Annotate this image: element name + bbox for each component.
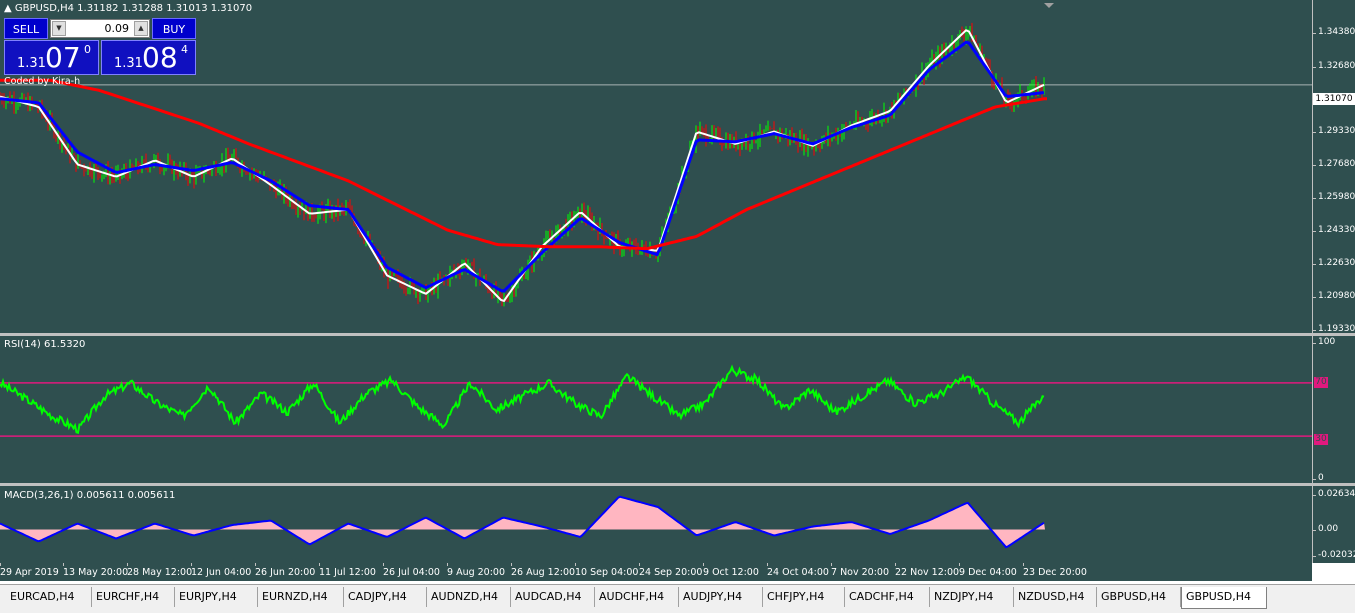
buy-quote-pips: 08 bbox=[142, 41, 178, 74]
price-tick: 1.19330 bbox=[1312, 324, 1355, 334]
triangle-up-icon[interactable]: ▲ bbox=[4, 3, 12, 14]
time-tick: 24 Oct 04:00 bbox=[767, 563, 829, 578]
time-tick: 10 Sep 04:00 bbox=[575, 563, 639, 578]
price-scale[interactable]: 1.34380 1.32680 1.29330 1.27680 1.25980 … bbox=[1312, 0, 1355, 334]
time-tick: 12 Jun 04:00 bbox=[191, 563, 252, 578]
pane-separator[interactable] bbox=[0, 483, 1355, 486]
tab-gbpusd-h4[interactable]: GBPUSD,H4 bbox=[1097, 587, 1181, 607]
tab-chfjpy-h4[interactable]: CHFJPY,H4 bbox=[763, 587, 845, 607]
macd-scale-max: 0.026341 bbox=[1313, 489, 1355, 499]
time-axis[interactable]: 29 Apr 2019 13 May 20:00 28 May 12:00 12 Ju… bbox=[0, 563, 1312, 581]
lot-size-field[interactable]: ▼ 0.09 ▲ bbox=[50, 19, 150, 38]
chevron-up-icon[interactable]: ▲ bbox=[134, 21, 148, 36]
time-tick: 13 May 20:00 bbox=[63, 563, 129, 578]
shift-marker-icon[interactable] bbox=[1044, 3, 1054, 8]
tab-cadchf-h4[interactable]: CADCHF,H4 bbox=[845, 587, 930, 607]
rsi-scale-min: 0 bbox=[1313, 473, 1324, 483]
buy-quote-prefix: 1.31 bbox=[114, 56, 143, 71]
one-click-trading-panel: SELL ▼ 0.09 ▲ BUY 1.31 07 0 1.31 08 4 bbox=[4, 18, 196, 75]
time-tick: 24 Sep 20:00 bbox=[639, 563, 703, 578]
symbol-name: GBPUSD,H4 bbox=[14, 3, 74, 14]
tab-eurchf-h4[interactable]: EURCHF,H4 bbox=[92, 587, 175, 607]
rsi-line bbox=[0, 364, 1045, 434]
tab-eurcad-h4[interactable]: EURCAD,H4 bbox=[6, 587, 92, 607]
time-tick: 22 Nov 12:00 bbox=[895, 563, 960, 578]
pane-separator[interactable] bbox=[0, 333, 1355, 336]
lot-size-input[interactable]: 0.09 bbox=[104, 22, 130, 35]
macd-scale[interactable]: 0.026341 0.00 -0.020327 bbox=[1312, 486, 1355, 563]
tab-audnzd-h4[interactable]: AUDNZD,H4 bbox=[427, 587, 511, 607]
macd-canvas bbox=[0, 495, 1045, 549]
chart-tab-bar: EURCAD,H4 EURCHF,H4 EURJPY,H4 EURNZD,H4 CADJ… bbox=[0, 584, 1355, 613]
time-tick: 9 Oct 12:00 bbox=[703, 563, 759, 578]
time-tick: 9 Aug 20:00 bbox=[447, 563, 506, 578]
tab-eurjpy-h4[interactable]: EURJPY,H4 bbox=[175, 587, 258, 607]
tab-audcad-h4[interactable]: AUDCAD,H4 bbox=[511, 587, 595, 607]
price-chart-pane[interactable]: ▲ GBPUSD,H4 1.31182 1.31288 1.31013 1.31… bbox=[0, 0, 1312, 333]
price-tick: 1.27680 bbox=[1312, 159, 1355, 169]
price-tick: 1.34380 bbox=[1312, 27, 1355, 37]
macd-pane[interactable]: MACD(3,26,1) 0.005611 0.005611 bbox=[0, 486, 1312, 563]
time-tick: 26 Jun 20:00 bbox=[255, 563, 316, 578]
time-tick: 23 Dec 20:00 bbox=[1023, 563, 1087, 578]
price-tick: 1.20980 bbox=[1312, 291, 1355, 301]
time-tick: 7 Nov 20:00 bbox=[831, 563, 890, 578]
time-tick: 26 Aug 12:00 bbox=[511, 563, 576, 578]
tab-audjpy-h4[interactable]: AUDJPY,H4 bbox=[679, 587, 763, 607]
price-tick: 1.32680 bbox=[1312, 61, 1355, 71]
symbol-header: ▲ GBPUSD,H4 1.31182 1.31288 1.31013 1.31… bbox=[4, 3, 252, 14]
rsi-level-70: 70 bbox=[1314, 377, 1328, 388]
rsi-canvas bbox=[0, 364, 1312, 437]
price-chart-canvas bbox=[0, 22, 1312, 307]
time-tick: 26 Jul 04:00 bbox=[383, 563, 440, 578]
buy-quote-fraction: 4 bbox=[181, 43, 188, 56]
sell-quote-prefix: 1.31 bbox=[17, 56, 46, 71]
ohlc-values: 1.31182 1.31288 1.31013 1.31070 bbox=[77, 3, 253, 14]
sell-button[interactable]: SELL bbox=[4, 18, 48, 39]
rsi-level-30: 30 bbox=[1314, 434, 1328, 445]
chevron-down-icon[interactable]: ▼ bbox=[52, 21, 66, 36]
tab-gbpusd-h4[interactable]: GBPUSD,H4 bbox=[1181, 587, 1267, 609]
time-tick: 29 Apr 2019 bbox=[0, 563, 59, 578]
coded-by-label: Coded by Kira-h bbox=[4, 76, 81, 87]
price-tick: 1.22630 bbox=[1312, 258, 1355, 268]
rsi-scale[interactable]: 100 0 bbox=[1312, 336, 1355, 483]
rsi-title: RSI(14) 61.5320 bbox=[4, 339, 86, 350]
tab-audchf-h4[interactable]: AUDCHF,H4 bbox=[595, 587, 679, 607]
price-tick: 1.24330 bbox=[1312, 225, 1355, 235]
time-tick: 9 Dec 04:00 bbox=[959, 563, 1017, 578]
macd-scale-min: -0.020327 bbox=[1312, 550, 1355, 560]
sell-quote[interactable]: 1.31 07 0 bbox=[4, 40, 99, 75]
macd-scale-zero: 0.00 bbox=[1312, 524, 1339, 534]
tab-nzdusd-h4[interactable]: NZDUSD,H4 bbox=[1014, 587, 1097, 607]
time-tick: 11 Jul 12:00 bbox=[319, 563, 376, 578]
fast-ma-line bbox=[0, 40, 1045, 293]
macd-signal-line bbox=[0, 495, 1045, 549]
sell-quote-fraction: 0 bbox=[84, 43, 91, 56]
time-tick: 28 May 12:00 bbox=[127, 563, 193, 578]
macd-title: MACD(3,26,1) 0.005611 0.005611 bbox=[4, 490, 176, 501]
price-tick: 1.25980 bbox=[1312, 192, 1355, 202]
rsi-pane[interactable]: RSI(14) 61.5320 bbox=[0, 336, 1312, 483]
slow-ma-line bbox=[0, 78, 1048, 251]
current-price-label: 1.31070 bbox=[1313, 93, 1355, 105]
tab-nzdjpy-h4[interactable]: NZDJPY,H4 bbox=[930, 587, 1014, 607]
buy-quote[interactable]: 1.31 08 4 bbox=[101, 40, 196, 75]
rsi-scale-max: 100 bbox=[1312, 337, 1336, 347]
sell-quote-pips: 07 bbox=[45, 41, 81, 74]
buy-button[interactable]: BUY bbox=[152, 18, 196, 39]
price-tick: 1.29330 bbox=[1312, 126, 1355, 136]
tab-eurnzd-h4[interactable]: EURNZD,H4 bbox=[258, 587, 344, 607]
tab-cadjpy-h4[interactable]: CADJPY,H4 bbox=[344, 587, 427, 607]
